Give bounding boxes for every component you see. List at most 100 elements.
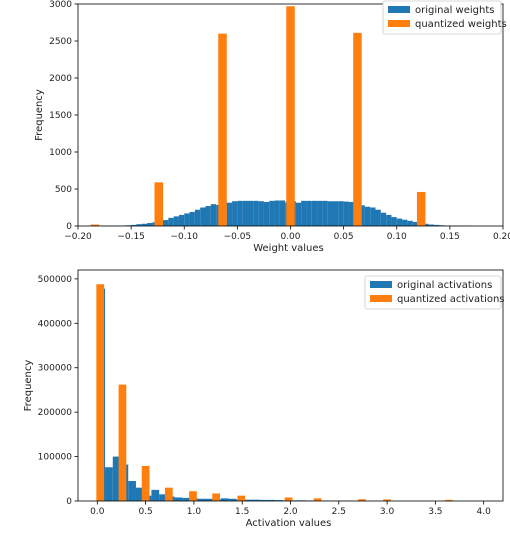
bar-quantized-activations-2 xyxy=(141,465,150,501)
bar-original-weights-64 xyxy=(428,224,434,226)
bar-original-activations-2 xyxy=(112,456,121,501)
bar-quantized-weights-3 xyxy=(286,6,295,226)
x-tick-label-0: 0.0 xyxy=(90,507,105,517)
bar-original-activations-1 xyxy=(105,467,113,501)
bar-original-weights-60 xyxy=(407,220,413,226)
weights-y-axis-label: Frequency xyxy=(34,89,45,141)
bar-original-weights-40 xyxy=(301,200,307,226)
bar-original-activations-14 xyxy=(205,498,214,501)
bar-original-weights-8 xyxy=(131,224,137,226)
y-tick-label-5: 500000 xyxy=(38,275,73,285)
y-tick-label-4: 2000 xyxy=(49,74,72,84)
bar-original-activations-10 xyxy=(174,497,183,501)
bar-original-weights-26 xyxy=(226,202,233,226)
bar-original-weights-46 xyxy=(333,201,339,226)
bar-quantized-activations-7 xyxy=(284,497,293,501)
bar-original-activations-20 xyxy=(251,499,260,501)
bar-original-weights-41 xyxy=(306,200,312,226)
bar-quantized-activations-3 xyxy=(164,487,173,501)
bar-original-activations-17 xyxy=(228,498,237,501)
x-tick-label-1: −0.15 xyxy=(117,232,145,242)
bar-original-weights-42 xyxy=(311,200,318,226)
bar-original-weights-16 xyxy=(173,216,179,226)
x-tick-label-7: 3.5 xyxy=(428,507,442,517)
x-tick-label-0: −0.20 xyxy=(64,232,92,242)
bar-original-weights-63 xyxy=(423,223,429,226)
x-tick-label-7: 0.15 xyxy=(440,232,460,242)
y-tick-label-0: 0 xyxy=(66,222,72,232)
legend-swatch-quantized-activations xyxy=(370,295,392,302)
activations-x-ticks: 0.0 0.5 1.0 1.5 2.0 2.5 3.0 3.5 4.0 xyxy=(90,501,491,517)
x-tick-label-5: 0.05 xyxy=(334,232,354,242)
bar-quantized-activations-11 xyxy=(445,499,453,501)
activations-x-axis-label: Activation values xyxy=(246,518,332,529)
bar-original-weights-45 xyxy=(327,201,333,226)
activations-histogram: 0.0 0.5 1.0 1.5 2.0 2.5 3.0 3.5 4.0 0 100000 20000… xyxy=(23,269,505,529)
bar-original-weights-58 xyxy=(396,218,403,226)
bar-original-weights-20 xyxy=(194,209,201,226)
bar-original-weights-51 xyxy=(359,205,365,226)
bar-quantized-activations-9 xyxy=(358,499,366,501)
weights-legend-box xyxy=(382,0,502,35)
legend-label-original-activations: original activations xyxy=(397,280,492,291)
weights-x-ticks: −0.20 −0.15 −0.10 −0.05 0.00 0.05 0.10 0.15 0.20 xyxy=(64,226,510,242)
bar-original-activations-4 xyxy=(128,481,136,501)
legend-label-quantized-weights: quantized weights xyxy=(415,19,507,30)
x-tick-label-4: 2.0 xyxy=(283,507,298,517)
bar-original-activations-5 xyxy=(135,487,144,501)
bar-quantized-activations-5 xyxy=(212,493,220,501)
bar-original-weights-30 xyxy=(248,200,254,226)
x-tick-label-3: −0.05 xyxy=(224,232,252,242)
activations-legend: original activations quantized activatio… xyxy=(364,275,505,310)
bar-quantized-weights-5 xyxy=(416,191,426,226)
bar-original-activations-11 xyxy=(182,497,191,501)
y-tick-label-1: 500 xyxy=(55,185,72,195)
bar-original-weights-22 xyxy=(205,206,211,226)
bar-original-weights-34 xyxy=(269,200,275,226)
bar-original-weights-56 xyxy=(386,214,392,226)
bar-original-weights-21 xyxy=(200,207,206,226)
weights-bars xyxy=(88,6,472,226)
x-tick-label-2: 1.0 xyxy=(187,507,202,517)
bar-original-weights-44 xyxy=(322,200,328,226)
x-tick-label-1: 0.5 xyxy=(138,507,152,517)
activations-y-axis-label: Frequency xyxy=(23,360,34,412)
bar-original-weights-57 xyxy=(391,217,397,226)
bar-original-weights-10 xyxy=(141,223,148,226)
x-tick-label-8: 0.20 xyxy=(493,232,510,242)
x-tick-label-5: 2.5 xyxy=(332,507,346,517)
y-tick-label-5: 2500 xyxy=(49,37,72,47)
bar-original-weights-23 xyxy=(210,204,217,226)
bar-original-weights-55 xyxy=(380,212,387,226)
bar-original-weights-35 xyxy=(274,200,280,226)
legend-label-original-weights: original weights xyxy=(415,5,494,16)
weights-legend: original weights quantized weights xyxy=(382,0,507,35)
bar-original-activations-7 xyxy=(151,489,160,501)
x-tick-label-8: 4.0 xyxy=(477,507,492,517)
bar-quantized-activations-0 xyxy=(96,284,105,501)
bar-original-activations-23 xyxy=(275,500,283,501)
bar-quantized-activations-8 xyxy=(313,498,322,501)
bar-original-activations-19 xyxy=(244,499,252,501)
bar-original-weights-28 xyxy=(237,200,243,226)
bar-original-weights-49 xyxy=(348,201,355,226)
legend-label-quantized-activations: quantized activations xyxy=(397,294,505,305)
bar-original-weights-14 xyxy=(163,220,169,226)
activations-y-ticks: 0 100000 200000 300000 400000 500000 xyxy=(38,275,78,507)
bar-original-activations-21 xyxy=(259,499,268,501)
bar-original-weights-65 xyxy=(433,224,440,226)
bar-original-weights-19 xyxy=(189,211,195,226)
bar-quantized-weights-4 xyxy=(353,32,362,226)
y-tick-label-0: 0 xyxy=(66,497,72,507)
weights-y-ticks: 0 500 1000 1500 2000 2500 3000 xyxy=(49,0,78,232)
bar-original-weights-11 xyxy=(147,223,153,226)
bar-original-weights-9 xyxy=(136,224,142,226)
bar-original-weights-32 xyxy=(258,201,264,226)
legend-swatch-original-activations xyxy=(370,281,392,288)
legend-swatch-quantized-weights xyxy=(388,20,410,27)
bar-quantized-activations-10 xyxy=(383,499,391,501)
bar-original-weights-17 xyxy=(178,214,185,226)
bar-original-weights-61 xyxy=(412,221,418,226)
bar-original-activations-16 xyxy=(220,498,229,501)
